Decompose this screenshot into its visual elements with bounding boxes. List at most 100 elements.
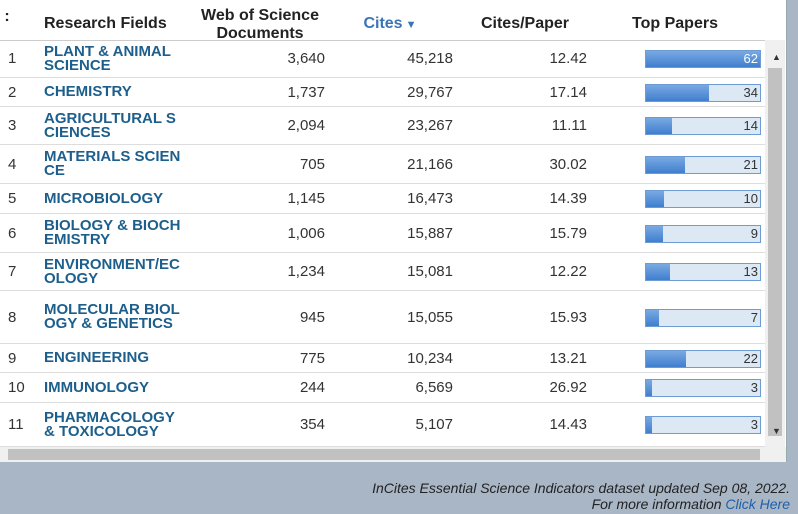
field-name: CHEMISTRY [44, 83, 132, 100]
cites-per-paper: 12.22 [549, 263, 587, 280]
footer-line1: InCites Essential Science Indicators dat… [372, 480, 790, 496]
top-papers-value: 9 [750, 225, 758, 241]
cites-per-paper: 14.43 [549, 416, 587, 433]
bar-fill [646, 118, 672, 134]
cites: 15,081 [407, 263, 453, 280]
top-header[interactable]: Top Papers [632, 15, 718, 32]
field-name: ENVIRONMENT/ECOLOGY [44, 255, 180, 287]
field-link[interactable]: PLANT & ANIMAL SCIENCE [44, 40, 184, 77]
top-papers-bar: 3 [645, 416, 761, 434]
cites: 23,267 [407, 117, 453, 134]
docs: 1,145 [287, 190, 325, 207]
top-papers-bar: 9 [645, 224, 761, 243]
docs: 705 [299, 155, 325, 173]
bar-fill [646, 225, 663, 242]
top-papers-value: 22 [743, 350, 758, 366]
top-papers-value: 10 [743, 191, 758, 206]
field-link[interactable]: MICROBIOLOGY [44, 184, 184, 213]
rank: 1 [8, 50, 17, 67]
docs: 1,234 [287, 263, 325, 280]
field-link[interactable]: PHARMACOLOGY & TOXICOLOGY [44, 403, 184, 446]
field-name: PLANT & ANIMAL SCIENCE [44, 42, 171, 74]
rank: 5 [8, 190, 17, 207]
field-name: IMMUNOLOGY [44, 378, 149, 396]
bar-fill [646, 380, 652, 396]
cites: 15,055 [407, 308, 453, 326]
field-name: PHARMACOLOGY & TOXICOLOGY [44, 408, 175, 440]
h-thumb[interactable] [8, 449, 760, 460]
field-link[interactable]: AGRICULTURAL SCIENCES [44, 107, 184, 144]
header-border [0, 40, 765, 41]
docs: 2,094 [287, 117, 325, 134]
v-scrollbar[interactable]: ▲ ▼ [765, 40, 785, 447]
top-papers-bar: 13 [645, 263, 761, 281]
cites-per-paper: 30.02 [549, 155, 587, 173]
bar-fill [646, 264, 670, 280]
field-name: BIOLOGY & BIOCHEMISTRY [44, 217, 181, 248]
field-link[interactable]: MOLECULAR BIOLOGY & GENETICS [44, 291, 184, 343]
v-thumb[interactable] [768, 68, 782, 436]
rank: 3 [8, 117, 17, 134]
cites: 6,569 [415, 379, 453, 396]
sort-arrow: ▼ [402, 19, 417, 31]
field-link[interactable]: CHEMISTRY [44, 78, 184, 106]
cites: 15,887 [407, 224, 453, 242]
docs: 3,640 [287, 50, 325, 67]
top-papers-value: 21 [743, 156, 758, 172]
table-row: 6 BIOLOGY & BIOCHEMISTRY 1,006 15,887 15.79 9 [0, 214, 765, 253]
cites-per-paper: 14.39 [549, 190, 587, 207]
top-papers-value: 3 [750, 417, 758, 432]
top-papers-bar: 21 [645, 155, 761, 174]
table-row: 7 ENVIRONMENT/ECOLOGY 1,234 15,081 12.22 13 [0, 253, 765, 291]
rank: 9 [8, 349, 17, 367]
table-row: 4 MATERIALS SCIENCE 705 21,166 30.02 21 [0, 145, 765, 184]
docs: 775 [299, 349, 325, 367]
bar-fill [646, 51, 760, 67]
field-link[interactable]: ENGINEERING [44, 344, 184, 372]
index-header: : [4, 8, 10, 25]
top-papers-value: 14 [743, 118, 758, 133]
top-papers-value: 34 [743, 84, 758, 100]
top-papers-bar: 14 [645, 117, 761, 135]
bar-fill [646, 156, 685, 173]
table-row: 2 CHEMISTRY 1,737 29,767 17.14 34 [0, 78, 765, 107]
table-row: 5 MICROBIOLOGY 1,145 16,473 14.39 10 [0, 184, 765, 214]
cites: 10,234 [407, 349, 453, 367]
click-here-link[interactable]: Click Here [725, 496, 790, 512]
table-row: 3 AGRICULTURAL SCIENCES 2,094 23,267 11.11 14 [0, 107, 765, 145]
top-papers-bar: 3 [645, 379, 761, 397]
footer: InCites Essential Science Indicators dat… [372, 480, 790, 512]
top-papers-value: 3 [750, 380, 758, 395]
cites-per-paper: 12.42 [549, 50, 587, 67]
top-papers-value: 62 [743, 51, 758, 66]
docs: 945 [299, 308, 325, 326]
field-name: MOLECULAR BIOLOGY & GENETICS [44, 301, 180, 332]
field-name: MICROBIOLOGY [44, 189, 164, 207]
rank: 7 [8, 263, 17, 280]
cpp-header[interactable]: Cites/Paper [480, 15, 570, 32]
field-link[interactable]: IMMUNOLOGY [44, 373, 184, 402]
cites-header[interactable]: Cites ▼ [350, 15, 430, 34]
bar-fill [646, 350, 687, 367]
field-header[interactable]: Research Fields [44, 15, 167, 32]
bar-fill [646, 417, 652, 433]
table-row: 9 ENGINEERING 775 10,234 13.21 22 [0, 344, 765, 373]
cites-per-paper: 15.93 [549, 308, 587, 326]
cites: 45,218 [407, 50, 453, 67]
field-link[interactable]: MATERIALS SCIENCE [44, 145, 184, 183]
table-row: 11 PHARMACOLOGY & TOXICOLOGY 354 5,107 14.43… [0, 403, 765, 447]
table-row: 8 MOLECULAR BIOLOGY & GENETICS 945 15,055 15… [0, 291, 765, 344]
docs-header[interactable]: Web of Science Documents [201, 7, 319, 42]
rank: 2 [8, 83, 17, 101]
field-link[interactable]: BIOLOGY & BIOCHEMISTRY [44, 214, 184, 252]
field-name: MATERIALS SCIENCE [44, 148, 181, 179]
field-link[interactable]: ENVIRONMENT/ECOLOGY [44, 253, 184, 290]
rank: 10 [8, 379, 25, 396]
bar-fill [646, 309, 659, 326]
rank: 6 [8, 224, 17, 242]
rank: 11 [8, 416, 24, 433]
docs: 244 [299, 379, 325, 396]
cites-per-paper: 11.11 [551, 117, 587, 134]
h-scrollbar[interactable] [0, 447, 786, 462]
